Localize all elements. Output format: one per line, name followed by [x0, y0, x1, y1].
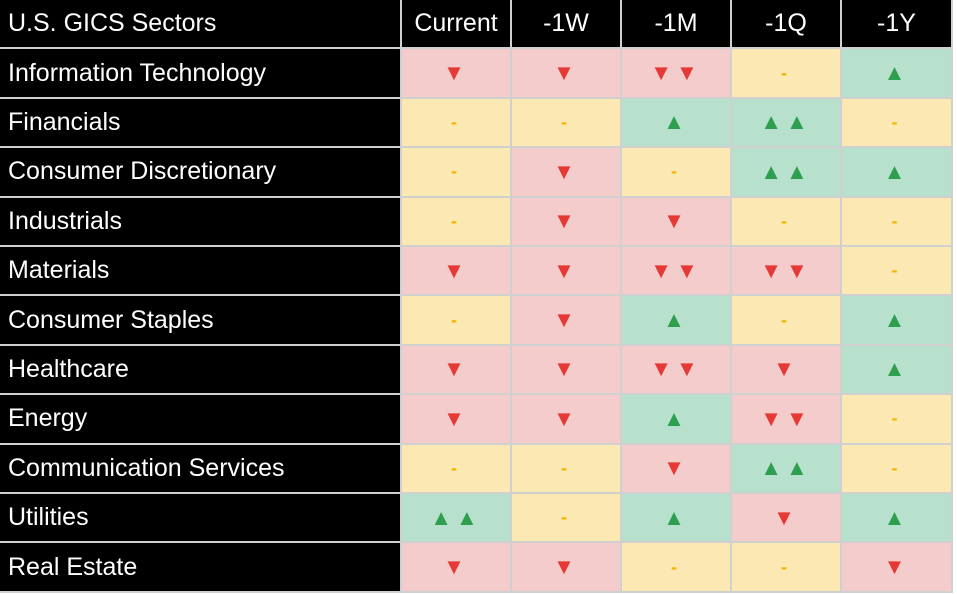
rating-cell: ▼	[402, 395, 512, 445]
rating-cell: ▲	[622, 395, 732, 445]
rating-cell: -	[402, 296, 512, 346]
rating-cell: -	[622, 148, 732, 198]
rating-cell: ▼	[402, 345, 512, 396]
rating-cell: -	[402, 98, 512, 149]
rating-cell: -	[732, 543, 842, 593]
rating-cell: ▼	[512, 345, 622, 396]
rating-cell: ▲	[622, 494, 732, 544]
rating-cell: ▼	[842, 543, 953, 593]
rating-cell: ▼	[402, 247, 512, 297]
rating-cell: -	[402, 148, 512, 198]
row-label: Materials	[0, 247, 402, 297]
row-label: Healthcare	[0, 345, 402, 396]
rating-cell: -	[732, 296, 842, 346]
rating-cell: -	[732, 197, 842, 247]
rating-cell: ▲▲	[732, 444, 842, 494]
rating-cell: -	[402, 197, 512, 247]
rating-cell: ▲	[622, 296, 732, 346]
rating-cell: ▲▲	[732, 98, 842, 149]
rating-cell: ▼	[512, 247, 622, 297]
table-title: U.S. GICS Sectors	[0, 0, 402, 50]
rating-cell: -	[732, 49, 842, 99]
rating-cell: ▼	[402, 543, 512, 593]
rating-cell: ▼	[512, 49, 622, 99]
row-label: Utilities	[0, 494, 402, 544]
rating-cell: -	[842, 247, 953, 297]
rating-cell: ▼▼	[732, 247, 842, 297]
row-label: Communication Services	[0, 444, 402, 494]
row-label: Real Estate	[0, 543, 402, 593]
rating-cell: ▲▲	[402, 494, 512, 544]
rating-cell: ▼	[512, 395, 622, 445]
column-header: -1W	[512, 0, 622, 50]
rating-cell: ▲▲	[732, 148, 842, 198]
row-label: Industrials	[0, 197, 402, 247]
rating-cell: ▼▼	[732, 395, 842, 445]
column-header: Current	[402, 0, 512, 50]
rating-cell: ▼	[402, 49, 512, 99]
column-header: -1M	[622, 0, 732, 50]
rating-cell: ▼▼	[622, 345, 732, 396]
rating-cell: ▲	[842, 49, 953, 99]
rating-cell: -	[842, 197, 953, 247]
row-label: Information Technology	[0, 49, 402, 99]
rating-cell: ▼	[512, 296, 622, 346]
rating-cell: ▲	[622, 98, 732, 149]
rating-cell: -	[512, 494, 622, 544]
rating-cell: -	[402, 444, 512, 494]
rating-cell: ▼	[512, 148, 622, 198]
rating-cell: ▼	[622, 197, 732, 247]
rating-cell: ▼	[732, 494, 842, 544]
rating-cell: ▼▼	[622, 49, 732, 99]
row-label: Financials	[0, 98, 402, 149]
column-header: -1Y	[842, 0, 953, 50]
rating-cell: ▲	[842, 494, 953, 544]
rating-cell: ▲	[842, 345, 953, 396]
rating-cell: -	[622, 543, 732, 593]
rating-cell: ▲	[842, 148, 953, 198]
rating-cell: -	[512, 444, 622, 494]
rating-cell: -	[842, 444, 953, 494]
row-label: Consumer Staples	[0, 296, 402, 346]
column-header: -1Q	[732, 0, 842, 50]
row-label: Consumer Discretionary	[0, 148, 402, 198]
rating-cell: ▼▼	[622, 247, 732, 297]
rating-cell: ▼	[512, 543, 622, 593]
rating-cell: -	[842, 395, 953, 445]
rating-cell: -	[512, 98, 622, 149]
rating-cell: ▼	[512, 197, 622, 247]
rating-cell: ▼	[732, 345, 842, 396]
row-label: Energy	[0, 395, 402, 445]
rating-cell: ▲	[842, 296, 953, 346]
rating-cell: ▼	[622, 444, 732, 494]
rating-cell: -	[842, 98, 953, 149]
